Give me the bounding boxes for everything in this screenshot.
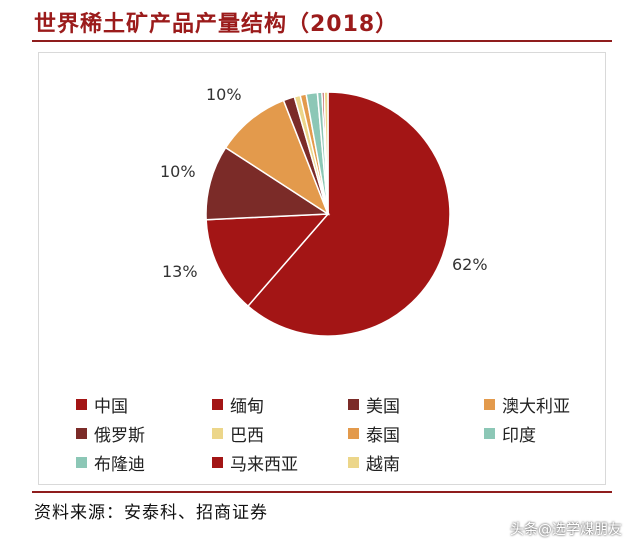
- legend-swatch: [348, 456, 359, 468]
- legend-label: 布隆迪: [94, 454, 145, 475]
- legend-swatch: [76, 456, 87, 468]
- legend-item-russia: 俄罗斯: [76, 421, 212, 446]
- legend-item-thailand: 泰国: [348, 421, 484, 446]
- legend-item-brazil: 巴西: [212, 421, 348, 446]
- source-divider: [32, 491, 612, 493]
- legend-item-usa: 美国: [348, 392, 484, 417]
- legend-label: 泰国: [366, 425, 400, 446]
- legend-item-vietnam: 越南: [348, 450, 484, 475]
- legend-label: 俄罗斯: [94, 425, 145, 446]
- source-note: 资料来源：安泰科、招商证券: [34, 503, 268, 523]
- title-underline: [32, 40, 612, 42]
- legend-swatch: [348, 427, 359, 439]
- pie-chart: [205, 91, 451, 337]
- pie-slice-1: [205, 213, 330, 308]
- legend-label: 马来西亚: [230, 454, 298, 475]
- legend-swatch: [484, 398, 495, 410]
- chart-title: 世界稀土矿产品产量结构（2018）: [34, 12, 399, 37]
- legend-item-malaysia: 马来西亚: [212, 450, 348, 475]
- legend-label: 巴西: [230, 425, 264, 446]
- legend-label: 中国: [94, 396, 128, 417]
- legend-item-australia: 澳大利亚: [484, 392, 596, 417]
- data-label-china: 62%: [452, 255, 488, 274]
- legend-item-burundi: 布隆迪: [76, 450, 212, 475]
- data-label-australia: 10%: [206, 85, 242, 104]
- legend-label: 越南: [366, 454, 400, 475]
- legend-item-india: 印度: [484, 421, 596, 446]
- data-label-usa: 10%: [160, 162, 196, 181]
- legend-swatch: [348, 398, 359, 410]
- legend-label: 美国: [366, 396, 400, 417]
- watermark: 头条@选学煤朋友: [510, 522, 622, 538]
- legend-swatch: [484, 427, 495, 439]
- legend-swatch: [212, 427, 223, 439]
- legend-label: 缅甸: [230, 396, 264, 417]
- data-label-myanmar: 13%: [162, 262, 198, 281]
- legend-label: 印度: [502, 425, 536, 446]
- pie-slice-10: [323, 91, 329, 215]
- legend: 中国 缅甸 美国 澳大利亚 俄罗斯 巴西 泰国 印度 布隆迪 马来西亚 越南: [76, 392, 596, 475]
- legend-swatch: [212, 398, 223, 410]
- chart-frame: [38, 52, 606, 485]
- legend-item-myanmar: 缅甸: [212, 392, 348, 417]
- legend-label: 澳大利亚: [502, 396, 570, 417]
- legend-swatch: [76, 398, 87, 410]
- pie-slice-0: [246, 91, 451, 337]
- pie-slice-3: [224, 99, 330, 216]
- legend-swatch: [76, 427, 87, 439]
- legend-item-china: 中国: [76, 392, 212, 417]
- pie-slice-2: [205, 146, 331, 221]
- legend-swatch: [212, 456, 223, 468]
